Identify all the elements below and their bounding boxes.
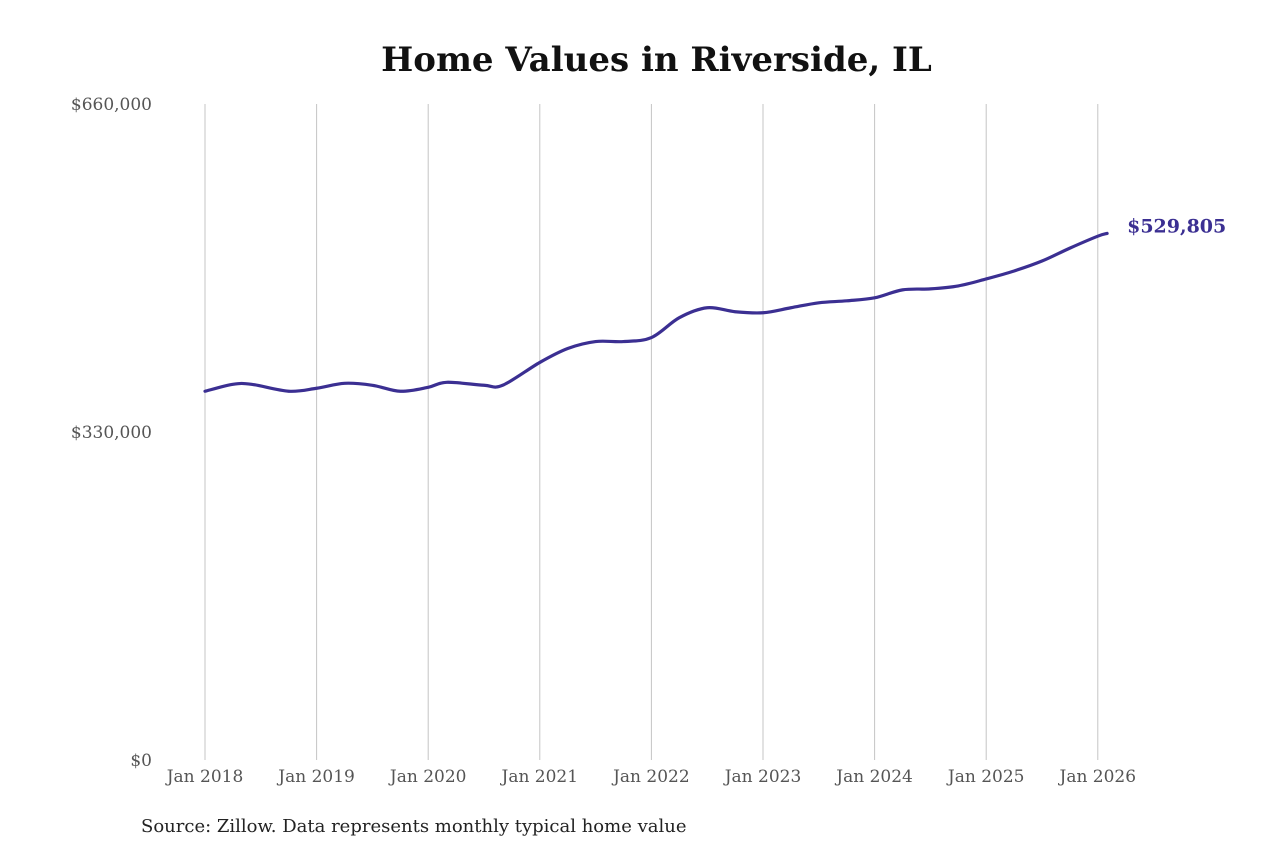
x-tick-label: Jan 2021 [500, 767, 579, 787]
y-tick-label: $0 [130, 751, 152, 771]
x-tick-label: Jan 2026 [1058, 767, 1137, 787]
source-note: Source: Zillow. Data represents monthly … [141, 816, 687, 837]
end-value-label: $529,805 [1127, 215, 1226, 237]
x-tick-label: Jan 2020 [388, 767, 467, 787]
x-tick-label: Jan 2019 [276, 767, 355, 787]
y-tick-label: $330,000 [71, 423, 152, 443]
x-tick-label: Jan 2018 [165, 767, 244, 787]
x-tick-label: Jan 2022 [611, 767, 690, 787]
x-tick-label: Jan 2024 [834, 767, 913, 787]
x-tick-label: Jan 2023 [723, 767, 802, 787]
home-value-line [203, 231, 1109, 393]
x-tick-label: Jan 2025 [946, 767, 1025, 787]
chart-title: Home Values in Riverside, IL [381, 40, 932, 80]
y-tick-label: $660,000 [71, 95, 152, 115]
